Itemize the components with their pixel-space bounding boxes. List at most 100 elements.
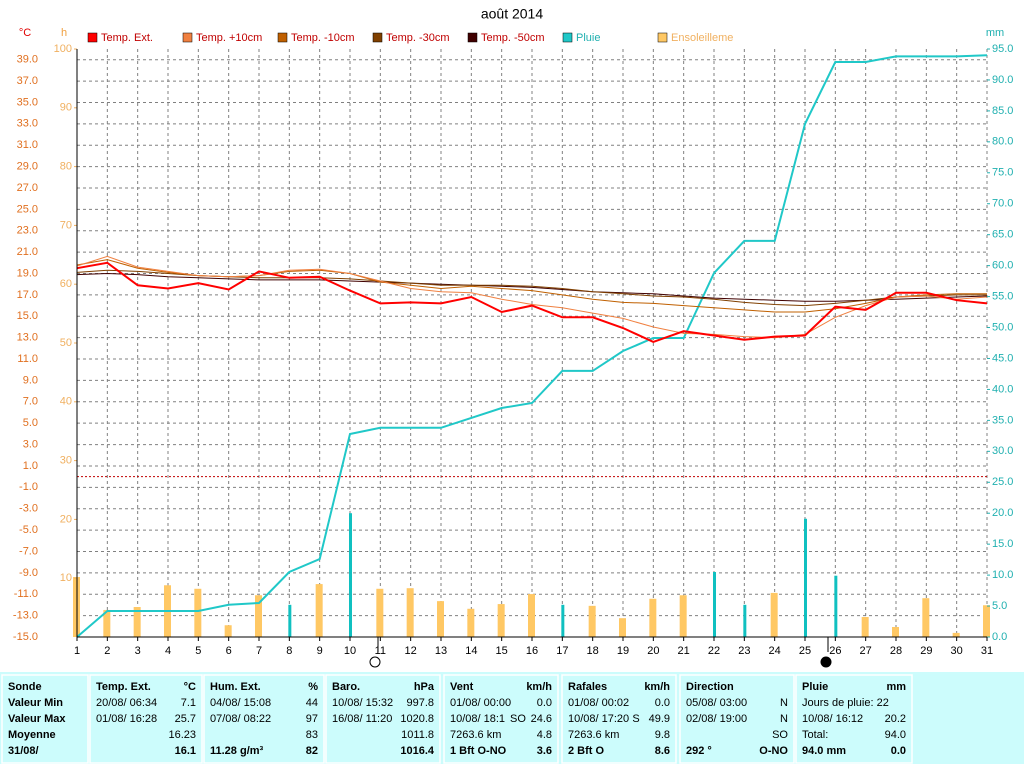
sunshine-bar [983, 605, 990, 637]
panel-cell: 16/08/ 11:20 [332, 713, 392, 725]
panel-cell: 10/08/ 18:1 [450, 713, 505, 725]
sunshine-bar [619, 618, 626, 637]
sunshine-bar [376, 588, 384, 637]
legend-label: Temp. Ext. [101, 32, 153, 44]
y2-tick-label: 0.0 [992, 631, 1007, 643]
panel-unit: % [308, 681, 318, 693]
y-axis-title: °C [19, 27, 31, 39]
panel-cell: 97 [306, 713, 318, 725]
stats-panel [325, 674, 441, 764]
y2-tick-label: 90.0 [992, 74, 1013, 86]
x-tick-label: 12 [405, 645, 417, 657]
panel-cell: 10/08/ 15:32 [332, 697, 393, 709]
panel-cell: SO [772, 729, 788, 741]
series-line [76, 261, 988, 343]
x-tick-label: 27 [860, 645, 872, 657]
x-tick-label: 1 [74, 645, 80, 657]
panel-cell: 31/08/ [8, 745, 39, 757]
panel-cell: 0.0 [891, 745, 906, 757]
y2-tick-label: 70.0 [992, 198, 1013, 210]
stats-panel [203, 674, 325, 764]
panel-cell: O-NO [759, 745, 788, 757]
x-tick-label: 25 [799, 645, 811, 657]
rain-bar [349, 513, 352, 637]
panel-cell: 01/08/ 00:00 [450, 697, 511, 709]
legend-label: Temp. -50cm [481, 32, 545, 44]
new-moon-icon [820, 656, 832, 668]
sunshine-bar [952, 632, 960, 637]
y2-tick-label: 25.0 [992, 476, 1013, 488]
y3-tick-label: 90 [60, 102, 72, 114]
x-tick-label: 15 [496, 645, 508, 657]
panel-cell: 1011.8 [401, 729, 434, 741]
y2-tick-label: 5.0 [992, 600, 1007, 612]
y-tick-label: 3.0 [23, 438, 38, 450]
y-tick-label: 35.0 [17, 96, 38, 108]
y-tick-label: 21.0 [17, 246, 38, 258]
y3-tick-label: 80 [60, 161, 72, 173]
panel-cell: N [780, 713, 788, 725]
panel-cell: 10/08/ 17:20 [568, 713, 629, 725]
panel-cell: Valeur Min [8, 697, 63, 709]
panel-cell: 82 [306, 745, 318, 757]
panel-cell: SO [510, 713, 526, 725]
panel-cell: 3.6 [537, 745, 552, 757]
sunshine-bar [892, 627, 899, 637]
legend-swatch [87, 32, 98, 43]
y3-tick-label: 20 [60, 513, 72, 525]
y2-tick-label: 45.0 [992, 352, 1013, 364]
panel-cell: 94.0 [885, 729, 906, 741]
panel-cell: Total: [802, 729, 828, 741]
x-tick-label: 2 [104, 645, 110, 657]
stats-background [0, 672, 1024, 764]
panel-cell: 8.6 [655, 745, 670, 757]
full-moon-icon [369, 656, 381, 668]
y2-tick-label: 30.0 [992, 445, 1013, 457]
stats-panel [1, 674, 89, 764]
y2-tick-label: 60.0 [992, 260, 1013, 272]
rain-bar [834, 575, 838, 637]
panel-cell: 9.8 [655, 729, 670, 741]
x-tick-label: 24 [769, 645, 781, 657]
y-tick-label: -1.0 [19, 481, 38, 493]
x-tick-label: 5 [195, 645, 201, 657]
y-tick-label: 33.0 [17, 118, 38, 130]
rain-bar [561, 604, 565, 637]
x-tick-label: 26 [829, 645, 841, 657]
x-tick-label: 17 [556, 645, 568, 657]
panel-title: Sonde [8, 681, 42, 693]
stats-panel [795, 674, 913, 764]
y-tick-label: 19.0 [17, 267, 38, 279]
y3-tick-label: 30 [60, 455, 72, 467]
panel-cell: 20.2 [885, 713, 906, 725]
rain-bar [713, 572, 716, 637]
panel-unit: km/h [644, 681, 670, 693]
sunshine-bar [467, 608, 475, 637]
sunshine-bar [406, 588, 414, 637]
y2-tick-label: 65.0 [992, 229, 1013, 241]
y3-tick-label: 10 [60, 572, 72, 584]
legend-label: Pluie [576, 32, 600, 44]
legend-swatch [182, 32, 193, 43]
panel-cell: 7263.6 km [568, 729, 619, 741]
y2-tick-label: 15.0 [992, 538, 1013, 550]
y3-tick-label: 60 [60, 278, 72, 290]
x-tick-label: 6 [226, 645, 232, 657]
panel-cell: 997.8 [406, 697, 434, 709]
y-tick-label: 7.0 [23, 396, 38, 408]
panel-cell: 292 ° [686, 745, 712, 757]
panel-cell: 20/08/ 06:34 [96, 697, 157, 709]
x-tick-label: 8 [286, 645, 292, 657]
y3-tick-label: 70 [60, 219, 72, 231]
panel-cell: 1016.4 [400, 745, 435, 757]
x-tick-label: 16 [526, 645, 538, 657]
y3-tick-label: 100 [54, 43, 72, 55]
x-tick-label: 14 [465, 645, 477, 657]
y3-tick-label: 50 [60, 337, 72, 349]
x-tick-label: 3 [135, 645, 141, 657]
x-tick-label: 21 [678, 645, 690, 657]
panel-cell: 0.0 [537, 697, 552, 709]
panel-cell: S [632, 713, 639, 725]
x-tick-label: 31 [981, 645, 993, 657]
